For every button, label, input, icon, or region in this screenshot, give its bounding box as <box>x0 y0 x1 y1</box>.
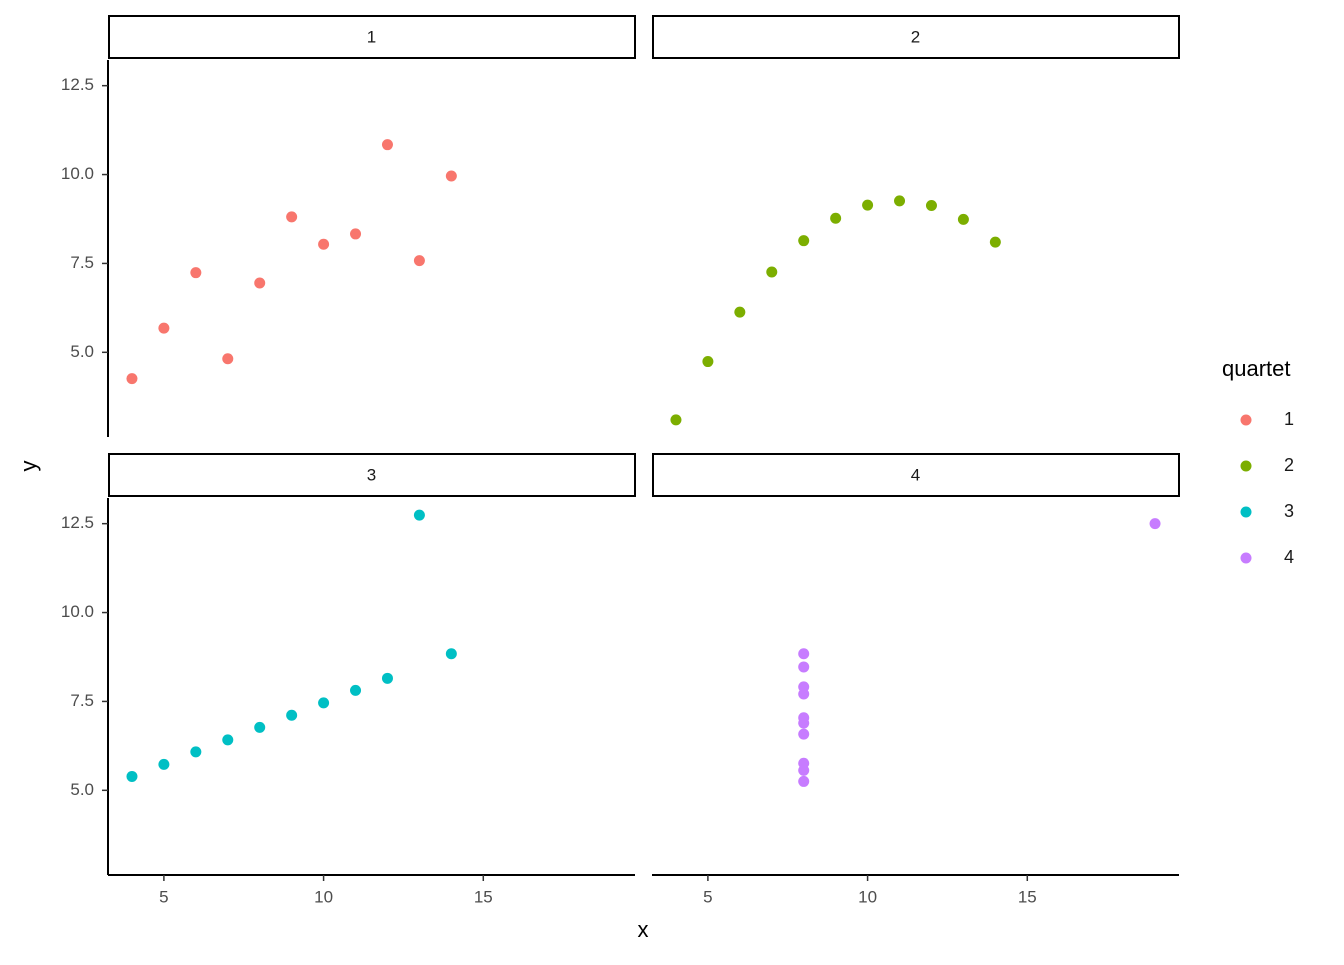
point <box>158 322 170 334</box>
point <box>254 277 266 289</box>
point <box>798 661 810 673</box>
point <box>222 734 234 746</box>
point <box>318 238 330 250</box>
x-tick-label: 15 <box>1018 887 1037 906</box>
point <box>798 681 810 693</box>
y-tick-label: 7.5 <box>70 253 94 272</box>
point <box>286 211 298 223</box>
legend-swatch <box>1240 506 1252 518</box>
strip-label: 4 <box>911 465 920 484</box>
y-tick-label: 7.5 <box>70 691 94 710</box>
legend-swatch <box>1240 552 1252 564</box>
strip-label: 3 <box>367 465 376 484</box>
point <box>957 213 969 225</box>
point <box>798 717 810 729</box>
strip-label: 2 <box>911 27 920 46</box>
point <box>798 648 810 660</box>
y-tick-label: 12.5 <box>61 75 94 94</box>
point <box>413 255 425 267</box>
x-tick-label: 15 <box>474 887 493 906</box>
strip-label: 1 <box>367 27 376 46</box>
point <box>798 775 810 787</box>
point <box>702 356 714 368</box>
point <box>1149 518 1161 530</box>
legend-label: 4 <box>1284 547 1294 567</box>
point <box>350 684 362 696</box>
strip <box>652 15 1180 59</box>
point <box>381 139 393 151</box>
point <box>190 267 202 279</box>
y-tick-label: 12.5 <box>61 513 94 532</box>
point <box>798 728 810 740</box>
x-tick-label: 10 <box>858 887 877 906</box>
legend-swatch <box>1240 460 1252 472</box>
point <box>862 199 874 211</box>
legend-label: 2 <box>1284 455 1294 475</box>
point <box>830 212 842 224</box>
strip <box>108 15 636 59</box>
point <box>126 770 138 782</box>
x-axis-label: x <box>638 917 649 942</box>
point <box>989 236 1001 248</box>
y-tick-label: 10.0 <box>61 164 94 183</box>
point <box>894 195 906 207</box>
x-tick-label: 5 <box>159 887 168 906</box>
x-tick-label: 5 <box>703 887 712 906</box>
x-tick-label: 10 <box>314 887 333 906</box>
point <box>286 709 298 721</box>
point <box>798 764 810 776</box>
point <box>190 746 202 758</box>
y-tick-label: 5.0 <box>70 342 94 361</box>
y-tick-label: 10.0 <box>61 602 94 621</box>
legend-title: quartet <box>1222 356 1291 381</box>
point <box>670 414 682 426</box>
legend-label: 3 <box>1284 501 1294 521</box>
point <box>734 306 746 318</box>
legend-label: 1 <box>1284 409 1294 429</box>
point <box>445 648 457 660</box>
point <box>350 228 362 240</box>
y-tick-label: 5.0 <box>70 780 94 799</box>
point <box>925 199 937 211</box>
point <box>766 266 778 278</box>
point <box>254 721 266 733</box>
point <box>318 697 330 709</box>
point <box>222 353 234 365</box>
y-axis-label: y <box>16 461 41 472</box>
point <box>126 373 138 385</box>
point <box>445 170 457 182</box>
legend-swatch <box>1240 414 1252 426</box>
point <box>798 235 810 247</box>
strip <box>108 453 636 497</box>
point <box>381 672 393 684</box>
point <box>413 509 425 521</box>
point <box>158 758 170 770</box>
strip <box>652 453 1180 497</box>
